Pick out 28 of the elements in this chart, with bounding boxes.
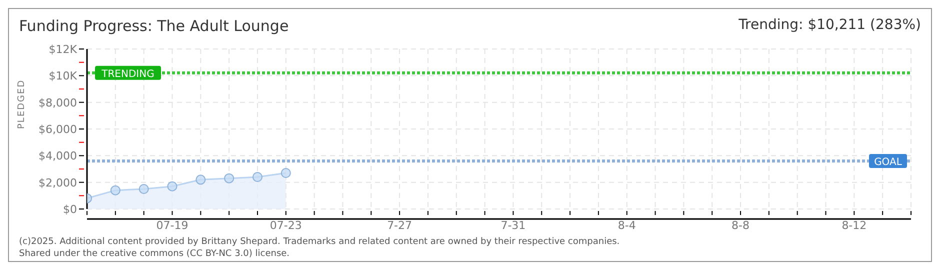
x-tick-label: 7-27 — [387, 219, 412, 232]
x-tick-label: 7-31 — [500, 219, 526, 232]
point — [252, 172, 262, 182]
point — [280, 168, 291, 178]
x-tick-label: 8-8 — [732, 219, 750, 232]
x-tick-label: 07-23 — [270, 219, 302, 232]
y-tick-label: $12K — [48, 43, 78, 56]
chart-subtitle: Trending: $10,211 (283%) — [738, 17, 921, 33]
y-tick-label: $6,000 — [38, 123, 77, 136]
x-tick-label: 8-4 — [618, 219, 636, 232]
y-tick-label: $4,000 — [38, 150, 77, 163]
x-tick-label: 07-19 — [156, 219, 188, 232]
y-tick-label: $10K — [48, 70, 78, 83]
text: (c)2025. Additional content provided by Brittany Shepard. Trademarks and related content are owned by their respective companies. — [19, 236, 620, 248]
ref-line-label: TRENDING — [100, 68, 154, 80]
y-tick-label: $2,000 — [38, 176, 77, 190]
point — [224, 173, 234, 184]
ref-line-label: GOAL — [874, 157, 902, 168]
point — [110, 185, 120, 196]
y-tick-label: $8,000 — [38, 96, 77, 110]
y-axis-title: PLEDGED — [17, 79, 28, 129]
text: Shared under the creative commons (CC BY-NC 3.0) license. — [19, 248, 291, 260]
chart-title: Funding Progress: The Adult Lounge — [19, 17, 289, 35]
point — [167, 181, 178, 192]
point — [196, 174, 206, 185]
point — [138, 184, 149, 194]
x-tick-label: 8-12 — [842, 219, 867, 232]
y-tick-label: $0 — [63, 203, 77, 216]
